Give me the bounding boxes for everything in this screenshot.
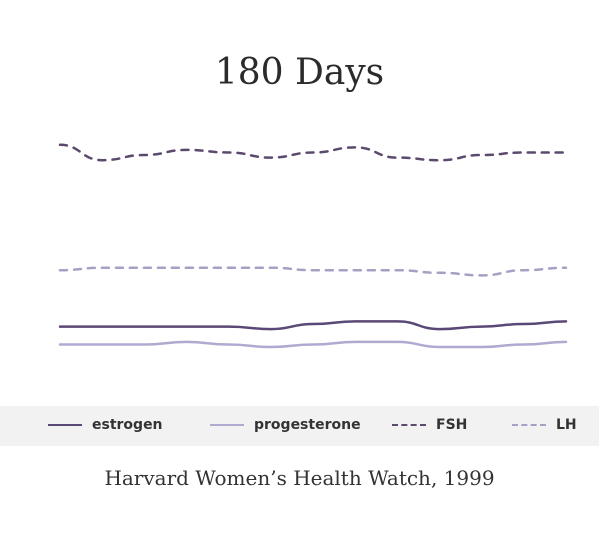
legend-swatch-lh — [512, 424, 546, 426]
legend-swatch-fsh — [392, 424, 426, 426]
legend-item-estrogen: estrogen — [48, 417, 163, 433]
source-caption: Harvard Women’s Health Watch, 1999 — [104, 466, 495, 490]
legend-item-progesterone: progesterone — [210, 417, 361, 433]
legend-label-progesterone: progesterone — [254, 417, 361, 433]
series-line-lh — [58, 266, 568, 277]
legend-item-lh: LH — [512, 417, 577, 433]
series-line-estrogen — [58, 320, 568, 331]
series-line-fsh — [58, 143, 568, 162]
line-chart — [58, 143, 568, 349]
chart-title: 180 Days — [214, 52, 385, 93]
legend-item-fsh: FSH — [392, 417, 467, 433]
legend-label-fsh: FSH — [436, 417, 468, 433]
legend-label-estrogen: estrogen — [92, 417, 163, 433]
legend-swatch-progesterone — [210, 424, 244, 426]
legend-swatch-estrogen — [48, 424, 82, 426]
series-line-progesterone — [58, 340, 568, 349]
legend: estrogen progesterone FSH LH — [0, 406, 599, 446]
legend-label-lh: LH — [556, 417, 577, 433]
